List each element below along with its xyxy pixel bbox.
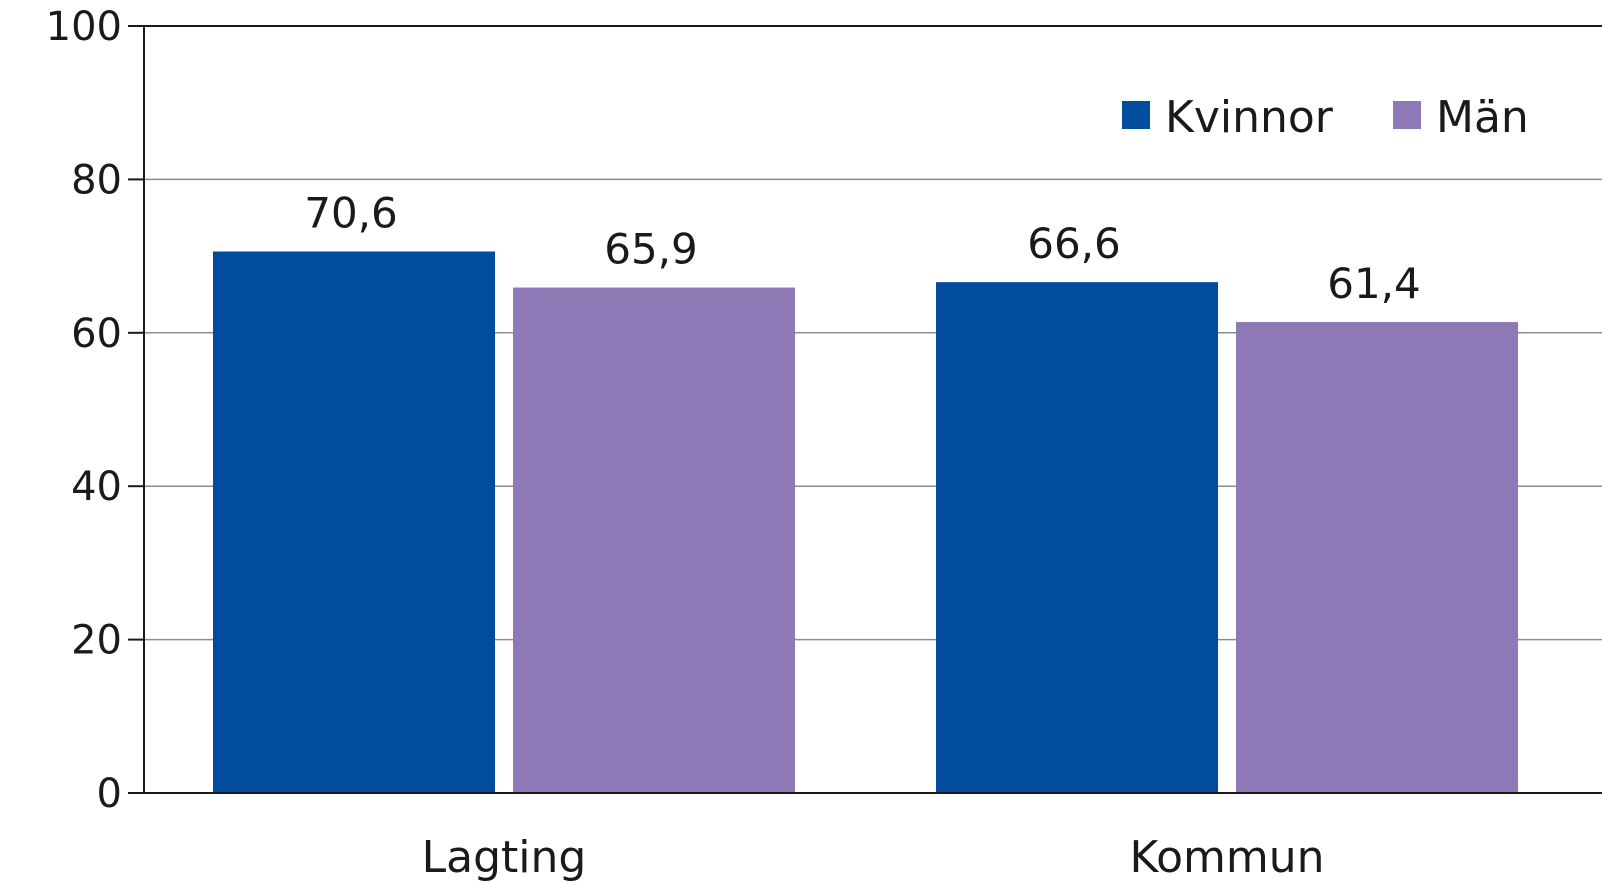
legend-label: Män <box>1436 92 1529 143</box>
x-category-label: Kommun <box>1129 832 1324 883</box>
bars <box>213 251 1518 794</box>
legend-label: Kvinnor <box>1165 92 1334 143</box>
data-label: 65,9 <box>604 225 698 274</box>
data-labels: 70,6 65,9 66,6 61,4 <box>304 188 1421 308</box>
x-category-label: Lagting <box>422 832 587 883</box>
data-label: 70,6 <box>304 188 398 237</box>
axes <box>143 25 1602 794</box>
y-tick-label: 100 <box>46 4 122 50</box>
legend-swatch <box>1393 101 1421 129</box>
y-tick-label: 40 <box>71 464 122 510</box>
y-tick-label: 0 <box>97 771 122 817</box>
category-labels: Lagting Kommun <box>422 832 1325 883</box>
bar-kommun-0 <box>936 282 1218 793</box>
y-tick-label: 20 <box>71 618 122 664</box>
bar-kommun-1 <box>1236 322 1518 793</box>
bar-lagting-0 <box>213 251 495 794</box>
data-label: 66,6 <box>1027 219 1121 268</box>
y-tick-label: 80 <box>71 157 122 203</box>
data-label: 61,4 <box>1327 259 1421 308</box>
bar-lagting-1 <box>513 287 795 793</box>
y-tick-label: 60 <box>71 311 122 357</box>
y-axis-ticks: 0 20 40 60 80 100 <box>46 4 144 817</box>
legend: Kvinnor Män <box>1122 92 1529 143</box>
legend-swatch <box>1122 101 1150 129</box>
